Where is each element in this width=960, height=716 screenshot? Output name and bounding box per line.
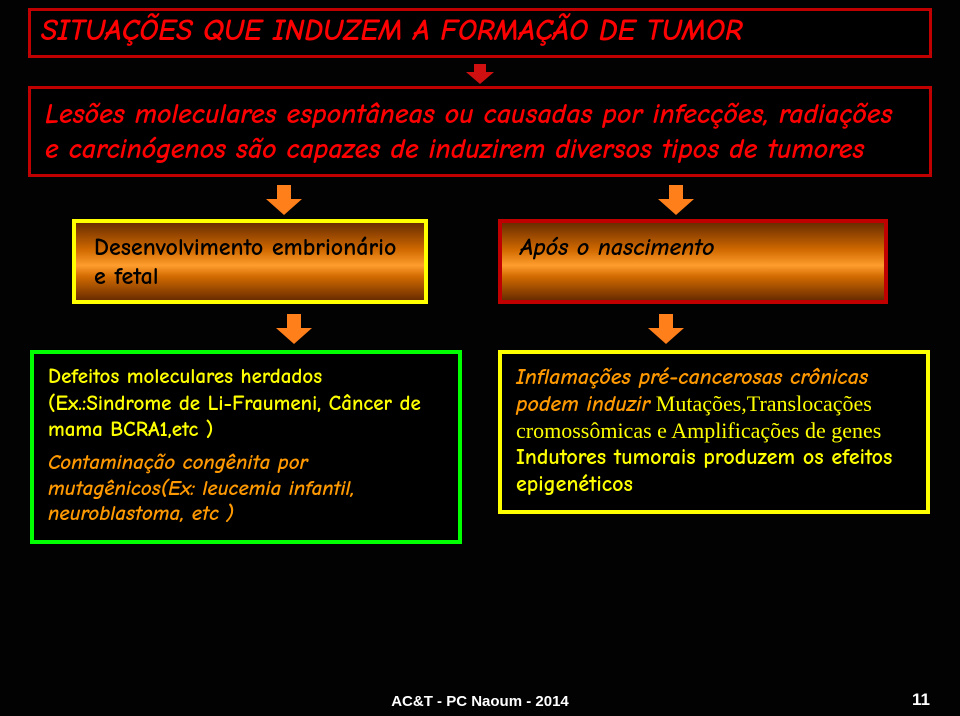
mid-box-development: Desenvolvimento embrionário e fetal xyxy=(72,219,428,305)
subtitle: Lesões moleculares espontâneas ou causad… xyxy=(45,97,915,165)
bottom-row: Defeitos moleculares herdados (Ex.:Sindr… xyxy=(28,350,932,544)
page-number: 11 xyxy=(912,690,930,710)
mid-row: Desenvolvimento embrionário e fetal Após… xyxy=(28,219,932,305)
subtitle-box: Lesões moleculares espontâneas ou causad… xyxy=(28,86,932,176)
mid-box-after-birth: Após o nascimento xyxy=(498,219,888,305)
panel-left-line1: Defeitos moleculares herdados (Ex.:Sindr… xyxy=(48,364,444,443)
arrow-title-to-subtitle xyxy=(462,64,498,84)
arrows-mid-to-panels xyxy=(28,314,932,344)
panel-right-block1: Inflamações pré-cancerosas crônicas pode… xyxy=(516,364,912,444)
footer: AC&T - PC Naoum - 2014 xyxy=(0,693,960,710)
panel-right-line3: Indutores tumorais produzem os efeitos e… xyxy=(516,444,912,498)
arrow-down-panel-left xyxy=(272,314,316,344)
panel-left: Defeitos moleculares herdados (Ex.:Sindr… xyxy=(30,350,462,544)
panel-left-line2: Contaminação congênita por mutagênicos(E… xyxy=(48,451,444,528)
panel-right: Inflamações pré-cancerosas crônicas pode… xyxy=(498,350,930,514)
slide: SITUAÇÕES QUE INDUZEM A FORMAÇÃO DE TUMO… xyxy=(0,0,960,716)
arrow-down-left xyxy=(262,185,306,215)
arrows-subtitle-to-mid xyxy=(28,185,932,215)
arrow-down-panel-right xyxy=(644,314,688,344)
arrow-down-right xyxy=(654,185,698,215)
slide-title: SITUAÇÕES QUE INDUZEM A FORMAÇÃO DE TUMO… xyxy=(41,15,919,47)
title-box: SITUAÇÕES QUE INDUZEM A FORMAÇÃO DE TUMO… xyxy=(28,8,932,58)
